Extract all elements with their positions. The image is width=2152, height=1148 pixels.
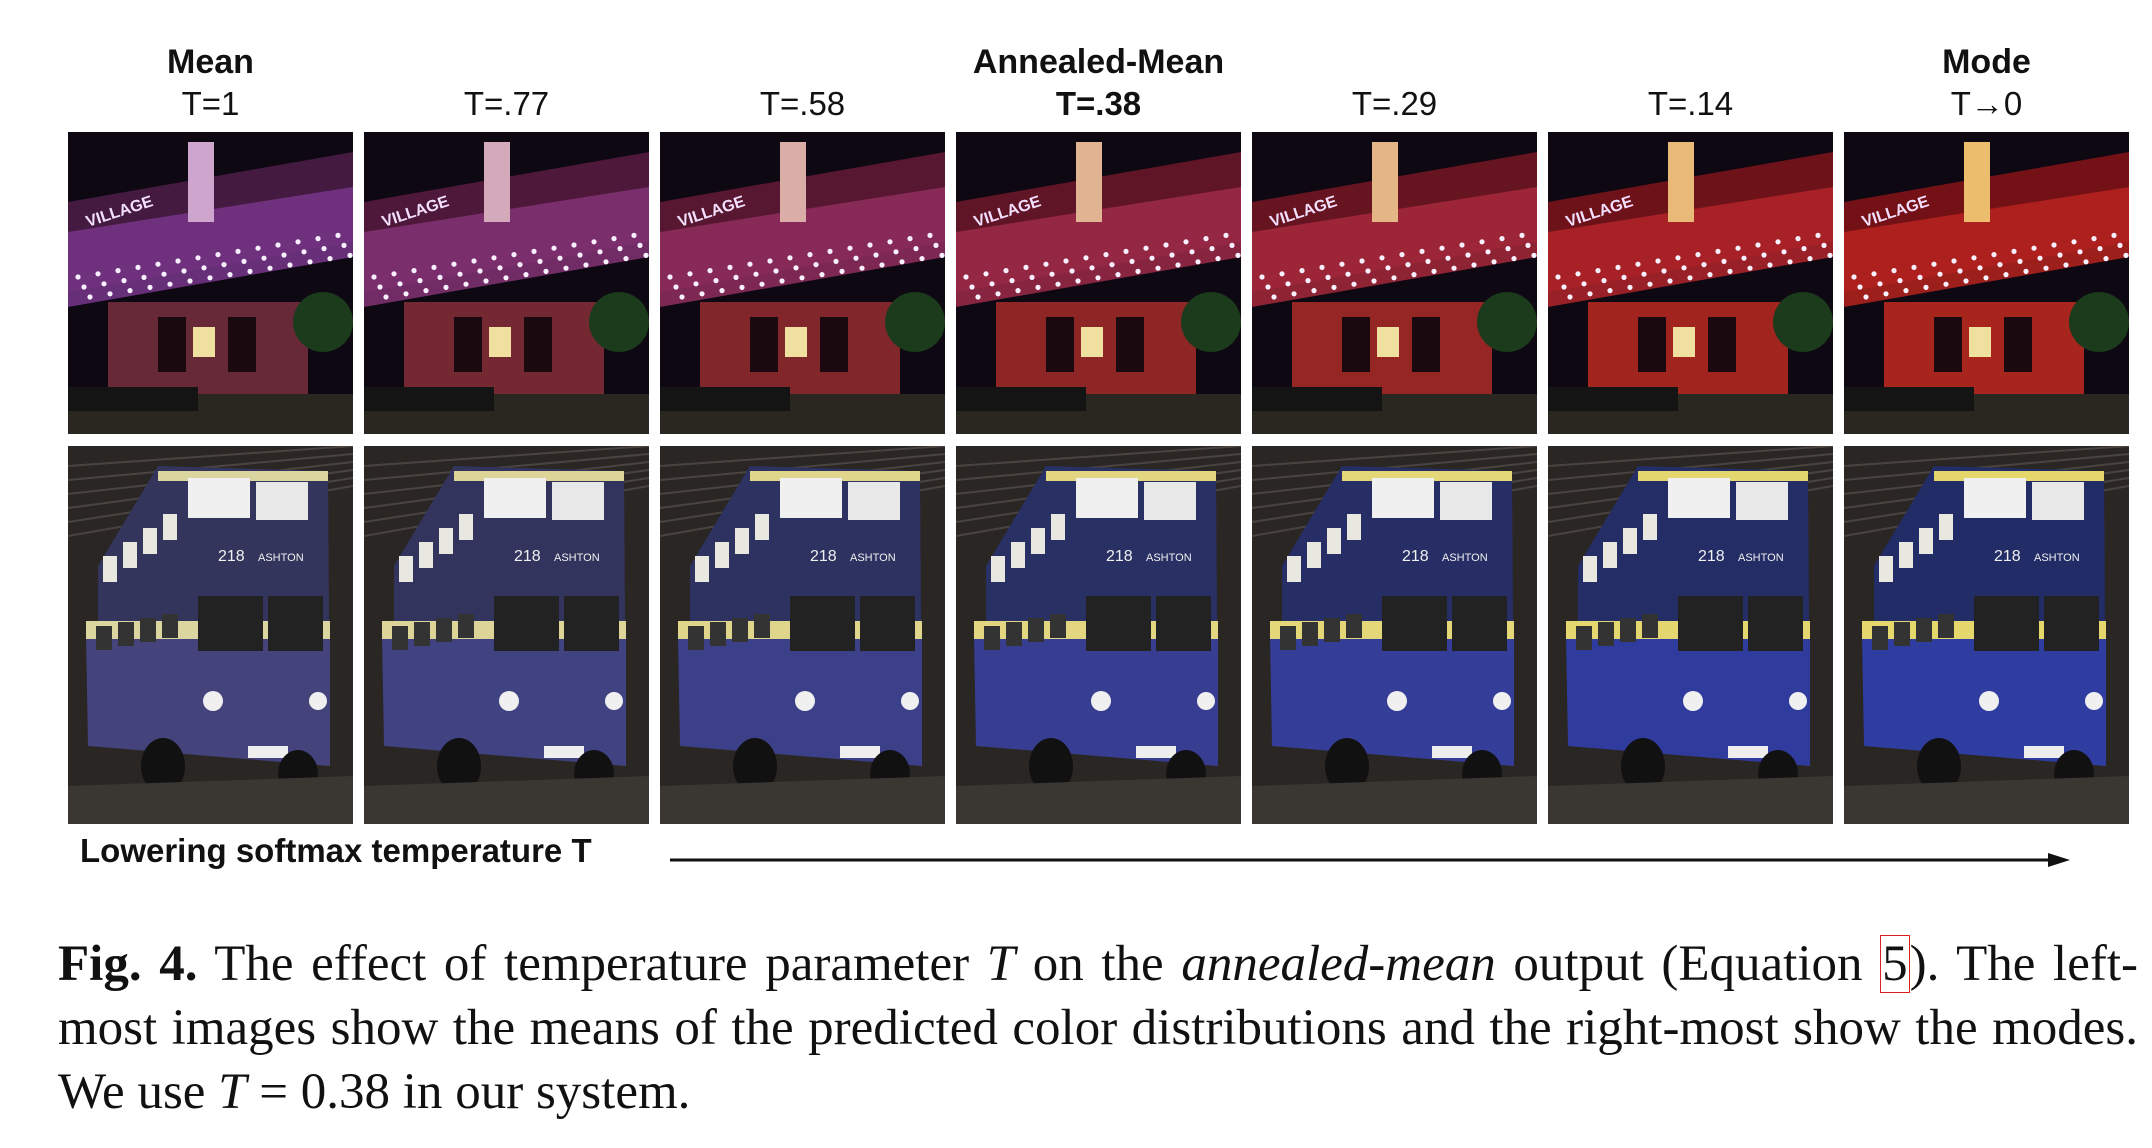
column-header-temperature: T=.58 bbox=[759, 85, 846, 122]
svg-text:ASHTON: ASHTON bbox=[1442, 552, 1488, 564]
svg-text:218: 218 bbox=[514, 548, 541, 565]
svg-text:ASHTON: ASHTON bbox=[554, 552, 600, 564]
column-header-title: Mode bbox=[1942, 43, 2031, 81]
bus-image: 218 ASHTON bbox=[1252, 446, 1537, 824]
bus-photo: 218 ASHTON bbox=[1548, 446, 1833, 824]
figure-caption: Fig. 4. The effect of temperature parame… bbox=[58, 932, 2138, 1124]
svg-text:218: 218 bbox=[1106, 548, 1133, 565]
arrow-label: Lowering softmax temperature T bbox=[80, 832, 592, 869]
column-header-title: Annealed-Mean bbox=[972, 43, 1225, 81]
theater-photo: VILLAGE bbox=[68, 132, 353, 434]
theater-image: VILLAGE bbox=[68, 132, 353, 434]
bus-photo: 218 ASHTON bbox=[660, 446, 945, 824]
column-header: T=.58 bbox=[660, 42, 945, 126]
column-header-title: Mean bbox=[167, 43, 254, 81]
column-header: Mean T=1 bbox=[68, 42, 353, 126]
bus-image: 218 ASHTON bbox=[956, 446, 1241, 824]
theater-image: VILLAGE bbox=[1548, 132, 1833, 434]
bus-photo: 218 ASHTON bbox=[1844, 446, 2129, 824]
theater-image: VILLAGE bbox=[1252, 132, 1537, 434]
temperature-arrow bbox=[670, 853, 2070, 867]
column-header: Annealed-Mean T=.38 bbox=[956, 42, 1241, 126]
theater-photo: VILLAGE bbox=[660, 132, 945, 434]
bus-image: 218 ASHTON bbox=[1844, 446, 2129, 824]
bus-photo: 218 ASHTON bbox=[1252, 446, 1537, 824]
svg-text:ASHTON: ASHTON bbox=[2034, 552, 2080, 564]
theater-photo: VILLAGE bbox=[364, 132, 649, 434]
column-header: T=.29 bbox=[1252, 42, 1537, 126]
theater-image: VILLAGE bbox=[660, 132, 945, 434]
theater-photo: VILLAGE bbox=[1548, 132, 1833, 434]
column-header-temperature: T=.29 bbox=[1351, 85, 1438, 122]
svg-text:218: 218 bbox=[218, 548, 245, 565]
theater-image: VILLAGE bbox=[1844, 132, 2129, 434]
bus-photo: 218 ASHTON bbox=[956, 446, 1241, 824]
caption-text-1: The effect of temperature parameter bbox=[197, 936, 987, 992]
caption-text-5: = 0.38 in our system. bbox=[246, 1064, 691, 1120]
svg-text:ASHTON: ASHTON bbox=[1738, 552, 1784, 564]
column-header-temperature: T→0 bbox=[1950, 85, 2023, 122]
column-header-temperature: T=.77 bbox=[463, 85, 550, 122]
svg-text:ASHTON: ASHTON bbox=[850, 552, 896, 564]
theater-photo: VILLAGE bbox=[1252, 132, 1537, 434]
theater-photo: VILLAGE bbox=[1844, 132, 2129, 434]
svg-text:218: 218 bbox=[810, 548, 837, 565]
svg-text:218: 218 bbox=[1994, 548, 2021, 565]
bus-image: 218 ASHTON bbox=[660, 446, 945, 824]
bus-image: 218 ASHTON bbox=[1548, 446, 1833, 824]
caption-var-t: T bbox=[986, 936, 1016, 992]
bus-photo: 218 ASHTON bbox=[364, 446, 649, 824]
bus-photo: 218 ASHTON bbox=[68, 446, 353, 824]
theater-image: VILLAGE bbox=[364, 132, 649, 434]
column-header: T=.14 bbox=[1548, 42, 1833, 126]
svg-text:218: 218 bbox=[1402, 548, 1429, 565]
column-header: Mode T→0 bbox=[1844, 42, 2129, 126]
theater-image: VILLAGE bbox=[956, 132, 1241, 434]
column-header-temperature: T=.14 bbox=[1647, 85, 1734, 122]
caption-text-4: ). The left-most images show the means o… bbox=[58, 936, 2138, 1120]
svg-text:ASHTON: ASHTON bbox=[1146, 552, 1192, 564]
caption-text-3: output (Equation bbox=[1495, 936, 1881, 992]
column-header: T=.77 bbox=[364, 42, 649, 126]
figure-label: Fig. 4. bbox=[58, 936, 198, 992]
column-header-temperature: T=.38 bbox=[1055, 85, 1142, 122]
equation-reference-link[interactable]: 5 bbox=[1880, 935, 1910, 993]
bus-image: 218 ASHTON bbox=[68, 446, 353, 824]
caption-var-t-2: T bbox=[218, 1064, 247, 1120]
caption-text-2: on the bbox=[1015, 936, 1182, 992]
svg-text:ASHTON: ASHTON bbox=[258, 552, 304, 564]
bus-image: 218 ASHTON bbox=[364, 446, 649, 824]
caption-italic-phrase: annealed-mean bbox=[1181, 936, 1496, 992]
theater-photo: VILLAGE bbox=[956, 132, 1241, 434]
svg-text:218: 218 bbox=[1698, 548, 1725, 565]
column-header-temperature: T=1 bbox=[181, 85, 240, 122]
